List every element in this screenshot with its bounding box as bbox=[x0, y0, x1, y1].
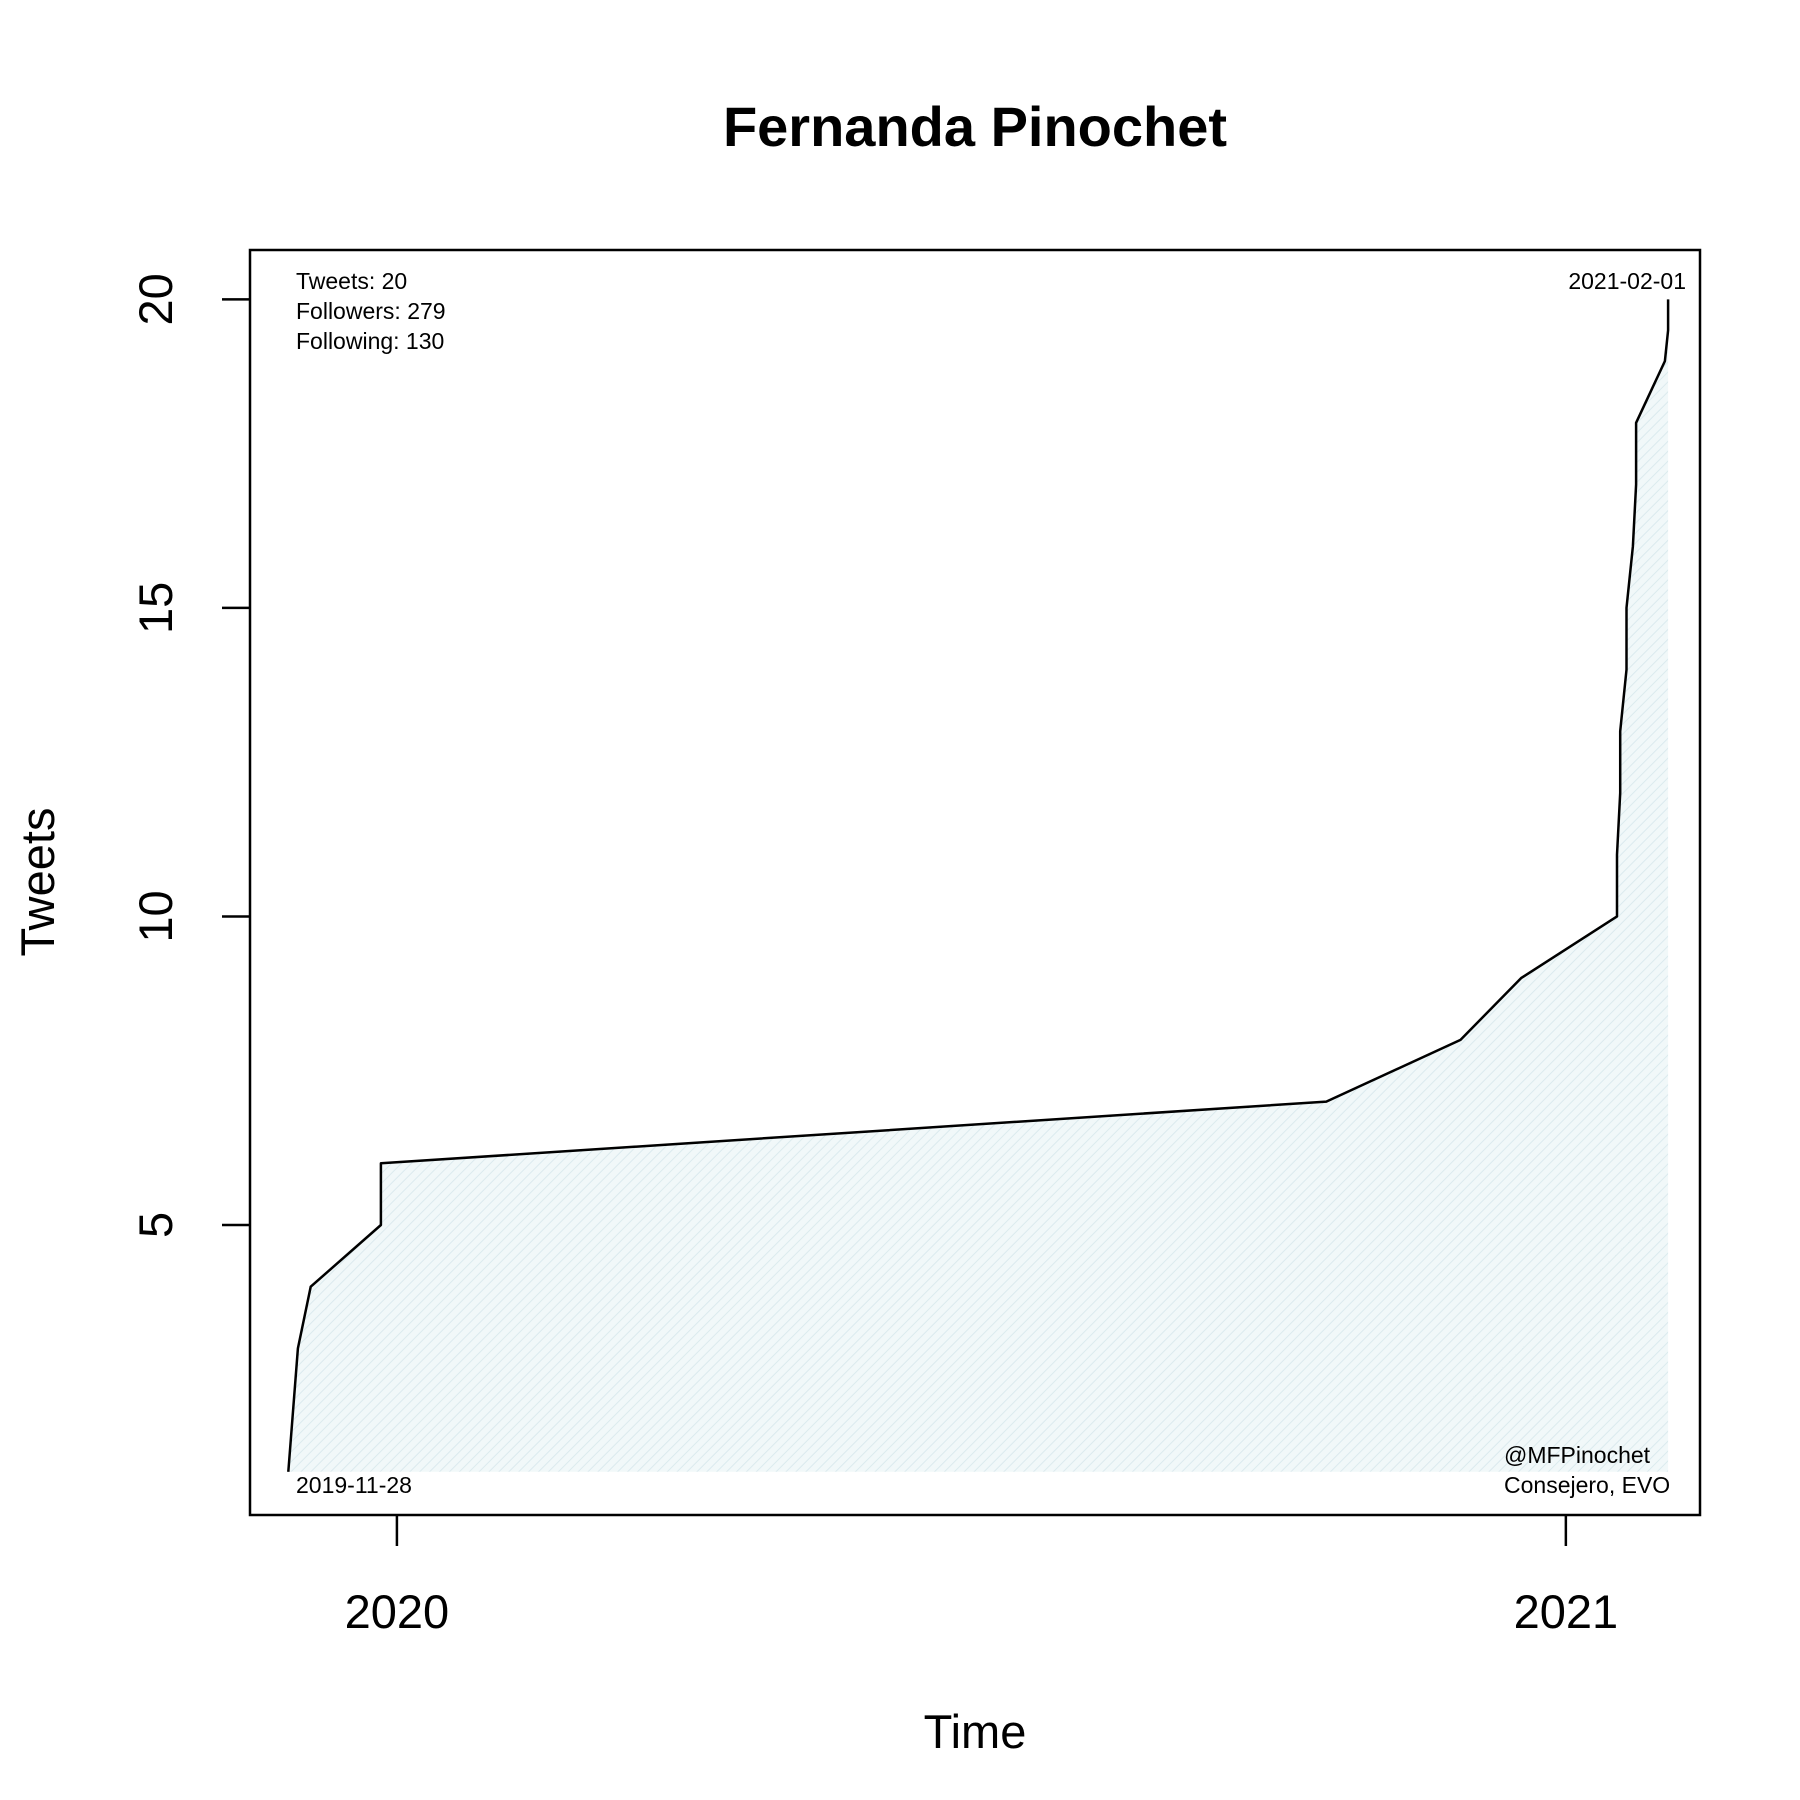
start-date-label: 2019-11-28 bbox=[296, 1472, 412, 1498]
role-label: Consejero, EVO bbox=[1504, 1472, 1670, 1498]
x-tick-label: 2020 bbox=[345, 1585, 450, 1638]
end-date-label: 2021-02-01 bbox=[1568, 268, 1686, 294]
y-axis-label: Tweets bbox=[11, 808, 64, 957]
y-axis: 5 10 15 20 bbox=[129, 273, 250, 1238]
stat-following: Following: 130 bbox=[296, 328, 444, 354]
y-tick-label: 20 bbox=[129, 273, 182, 325]
handle-label: @MFPinochet bbox=[1504, 1442, 1651, 1468]
stat-followers: Followers: 279 bbox=[296, 298, 446, 324]
y-tick-label: 5 bbox=[129, 1212, 182, 1238]
plot-frame bbox=[248, 248, 1702, 1517]
area-fill bbox=[288, 299, 1669, 1472]
x-axis-label: Time bbox=[924, 1705, 1027, 1758]
x-axis: 2020 2021 bbox=[345, 1515, 1619, 1638]
chart-title: Fernanda Pinochet bbox=[723, 95, 1227, 158]
y-tick-label: 15 bbox=[129, 582, 182, 634]
stat-tweets: Tweets: 20 bbox=[296, 268, 407, 294]
y-tick-label: 10 bbox=[129, 890, 182, 942]
series-line bbox=[287, 299, 1670, 1472]
x-tick-label: 2021 bbox=[1514, 1585, 1619, 1638]
